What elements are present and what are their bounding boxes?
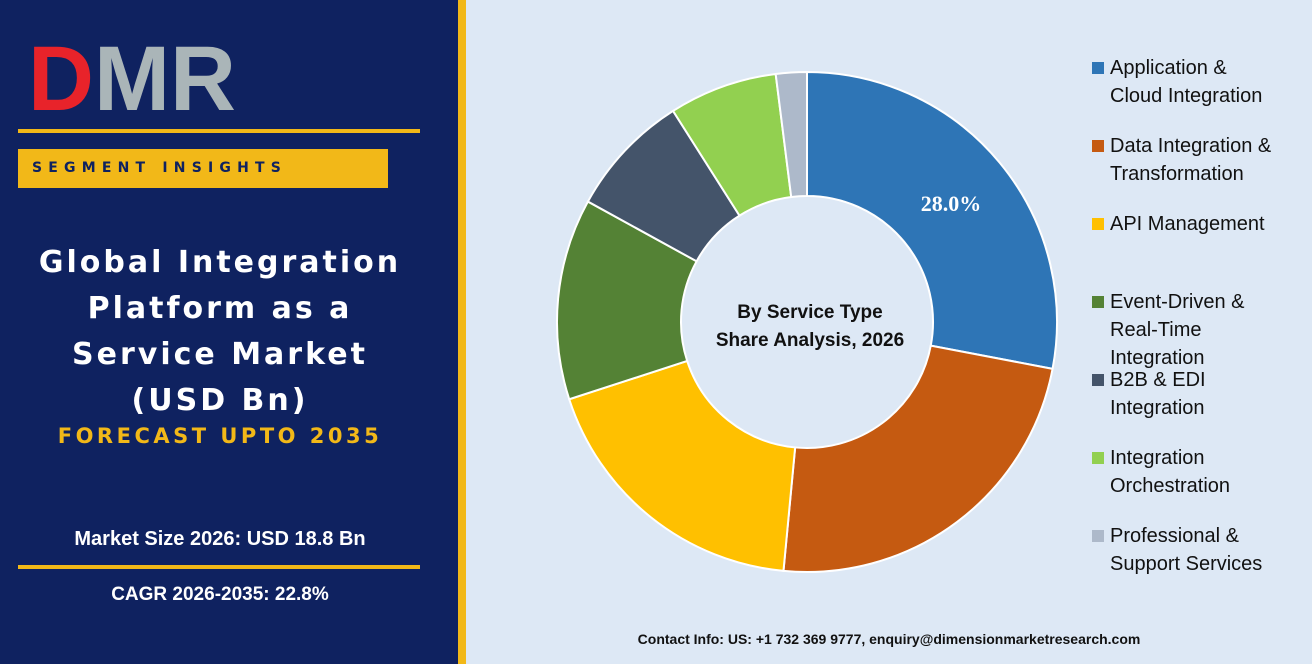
- chart-legend: Application & Cloud Integration Data Integ…: [1092, 0, 1312, 600]
- donut-slice: [567, 359, 797, 572]
- segment-insights-badge: SEGMENT INSIGHTS: [18, 149, 388, 188]
- top-rule: [18, 129, 420, 133]
- cagr-stat: CAGR 2026-2035: 22.8%: [111, 584, 329, 605]
- legend-swatch: [1092, 218, 1104, 230]
- legend-label: B2B & EDI Integration: [1110, 369, 1206, 419]
- legend-label: Professional & Support Services: [1110, 525, 1263, 575]
- title-line: Global Integration: [38, 245, 402, 280]
- legend-label: API Management: [1110, 213, 1265, 235]
- forecast-label: FORECAST UPTO 2035: [57, 424, 383, 448]
- contact-info: Contact Info: US: +1 732 369 9777, enqui…: [637, 631, 1141, 647]
- center-label-line: Share Analysis, 2026: [716, 330, 904, 351]
- legend-swatch: [1092, 530, 1104, 542]
- left-panel: DMR SEGMENT INSIGHTS Global Integration …: [0, 0, 458, 664]
- legend-swatch: [1092, 62, 1104, 74]
- market-size-stat: Market Size 2026: USD 18.8 Bn: [74, 528, 366, 550]
- legend-swatch: [1092, 374, 1104, 386]
- donut-slice: [782, 344, 1054, 573]
- legend-label: Event-Driven & Real-Time Integration: [1110, 291, 1245, 369]
- segment-insights-label: SEGMENT INSIGHTS: [32, 160, 288, 176]
- legend-swatch: [1092, 296, 1104, 308]
- title-line: (USD Bn): [131, 383, 309, 418]
- center-label-line: By Service Type: [737, 302, 882, 323]
- legend-swatch: [1092, 452, 1104, 464]
- divider-bar: [458, 0, 466, 664]
- legend-swatch: [1092, 140, 1104, 152]
- legend-label: Data Integration & Transformation: [1110, 135, 1272, 185]
- title-line: Service Market: [72, 337, 368, 372]
- market-title: Global Integration Platform as a Service…: [0, 240, 440, 424]
- logo-text: DMR: [28, 36, 236, 116]
- legend-label: Integration Orchestration: [1110, 447, 1231, 497]
- donut-slice: [806, 70, 1058, 371]
- middle-rule: [18, 565, 420, 569]
- slices-group: [556, 70, 1058, 573]
- slice-data-label: 28.0%: [921, 191, 982, 216]
- legend-label: Application & Cloud Integration: [1110, 57, 1263, 107]
- title-line: Platform as a: [87, 291, 353, 326]
- dmr-logo: DMR: [28, 36, 236, 116]
- donut-slice: [774, 70, 808, 199]
